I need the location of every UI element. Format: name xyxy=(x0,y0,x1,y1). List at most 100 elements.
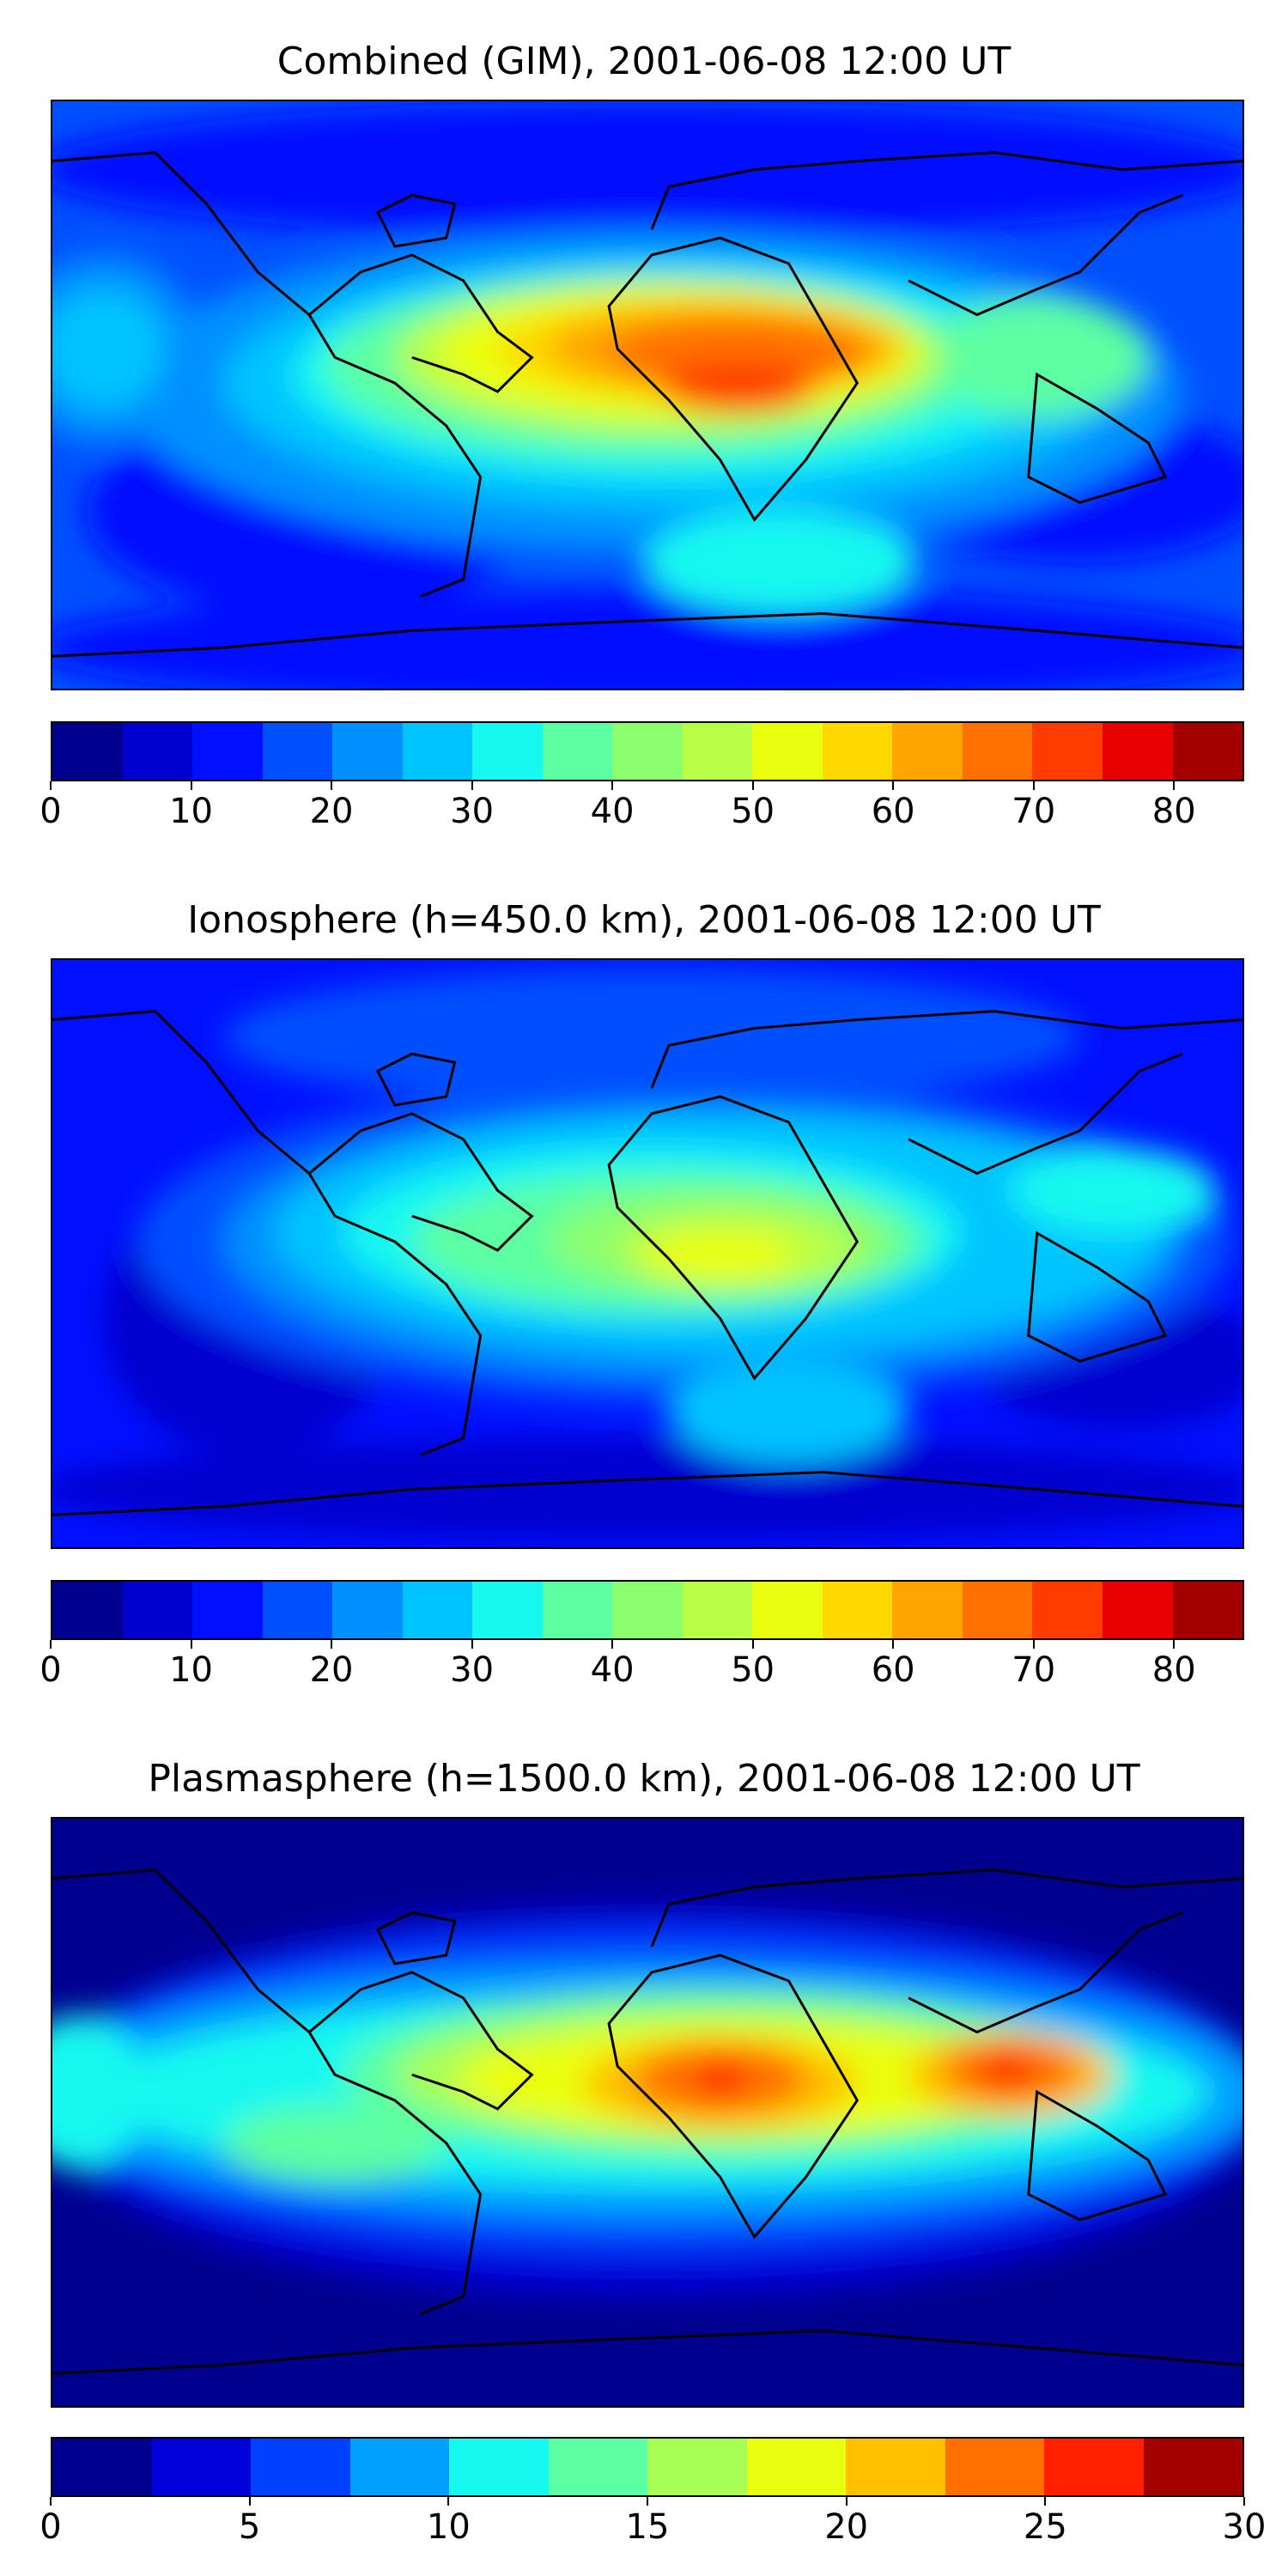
colorbar-tick-label: 15 xyxy=(625,2507,670,2547)
colorbar-segment xyxy=(822,1582,893,1638)
colorbar-tick-label: 20 xyxy=(824,2507,869,2547)
colorbar-tick-label: 0 xyxy=(39,2507,62,2547)
panel-2-map xyxy=(51,958,1244,1549)
panel-3-title: Plasmasphere (h=1500.0 km), 2001-06-08 1… xyxy=(148,1757,1140,1801)
colorbar-segment xyxy=(612,1582,683,1638)
colorbar-tick xyxy=(611,781,614,790)
coastlines xyxy=(52,1868,1242,2375)
coastlines xyxy=(52,151,1242,658)
colorbar-tick-label: 5 xyxy=(238,2507,261,2547)
colorbar-tick xyxy=(248,2497,251,2506)
colorbar-segment xyxy=(752,723,823,780)
colorbar-tick xyxy=(190,1640,192,1649)
colorbar-segment xyxy=(542,1582,613,1638)
colorbar-tick xyxy=(751,1640,754,1649)
colorbar-segment xyxy=(892,723,963,780)
colorbar-tick-label: 10 xyxy=(169,1650,213,1690)
colorbar-tick xyxy=(1044,2497,1047,2506)
colorbar-segment xyxy=(122,723,193,780)
colorbar-segment xyxy=(647,2439,747,2495)
colorbar-tick-label: 20 xyxy=(309,792,354,831)
colorbar-segment xyxy=(1172,1582,1243,1638)
colorbar-tick xyxy=(751,781,754,790)
colorbar-segment xyxy=(52,2439,152,2495)
colorbar-segment xyxy=(52,1582,123,1638)
colorbar-tick xyxy=(611,1640,614,1649)
panel-1-colorbar xyxy=(51,721,1244,781)
panel-1-map xyxy=(51,100,1244,690)
coastlines xyxy=(52,1010,1242,1516)
colorbar-tick xyxy=(1032,1640,1035,1649)
colorbar-segment xyxy=(542,723,613,780)
panel-2-title: Ionosphere (h=450.0 km), 2001-06-08 12:0… xyxy=(187,898,1101,942)
panel-2-colorbar-ticks: 0 10 20 30 40 50 60 70 80 xyxy=(39,1640,1244,1692)
colorbar-segment xyxy=(1172,723,1243,780)
colorbar-tick xyxy=(845,2497,848,2506)
colorbar-segment xyxy=(402,723,473,780)
colorbar-tick-label: 50 xyxy=(731,792,775,831)
colorbar-tick xyxy=(471,781,473,790)
colorbar-tick-label: 30 xyxy=(1222,2507,1267,2547)
colorbar-segment xyxy=(1032,723,1103,780)
colorbar-tick-label: 30 xyxy=(450,792,495,831)
colorbar-segment xyxy=(449,2439,549,2495)
colorbar-segment xyxy=(945,2439,1044,2495)
colorbar-tick-label: 0 xyxy=(39,1650,62,1690)
panel-2-colorbar xyxy=(51,1580,1244,1640)
colorbar-segment xyxy=(612,723,683,780)
colorbar-tick xyxy=(892,781,895,790)
colorbar-segment xyxy=(548,2439,647,2495)
panel-3-colorbar xyxy=(51,2437,1244,2497)
colorbar-tick xyxy=(190,781,192,790)
colorbar-tick-label: 60 xyxy=(871,1650,915,1690)
colorbar-segment xyxy=(192,723,263,780)
colorbar-segment xyxy=(1143,2439,1242,2495)
panel-3-map xyxy=(51,1817,1244,2408)
colorbar-tick-label: 10 xyxy=(426,2507,471,2547)
colorbar-segment xyxy=(122,1582,193,1638)
colorbar-tick-label: 60 xyxy=(871,792,915,831)
colorbar-segment xyxy=(746,2439,846,2495)
colorbar-segment xyxy=(349,2439,449,2495)
colorbar-tick-label: 70 xyxy=(1012,792,1056,831)
colorbar-segment xyxy=(472,723,543,780)
colorbar-tick-label: 30 xyxy=(450,1650,495,1690)
colorbar-tick xyxy=(1173,781,1176,790)
colorbar-segment xyxy=(332,1582,403,1638)
colorbar-tick xyxy=(1243,2497,1245,2506)
colorbar-tick-label: 40 xyxy=(590,792,635,831)
panel-3-colorbar-ticks: 0 5 10 15 20 25 30 xyxy=(39,2497,1266,2549)
colorbar-segment xyxy=(846,2439,945,2495)
colorbar-tick xyxy=(50,1640,52,1649)
colorbar-tick-label: 50 xyxy=(731,1650,775,1690)
colorbar-segment xyxy=(192,1582,263,1638)
colorbar-segment xyxy=(262,1582,333,1638)
colorbar-tick xyxy=(50,781,52,790)
colorbar-tick xyxy=(331,781,333,790)
colorbar-segment xyxy=(1032,1582,1103,1638)
colorbar-tick-label: 20 xyxy=(309,1650,354,1690)
colorbar-segment xyxy=(962,723,1033,780)
colorbar-segment xyxy=(262,723,333,780)
colorbar-segment xyxy=(682,1582,753,1638)
colorbar-segment xyxy=(1102,1582,1173,1638)
colorbar-tick-label: 10 xyxy=(169,792,213,831)
colorbar-segment xyxy=(892,1582,963,1638)
colorbar-segment xyxy=(52,723,123,780)
colorbar-tick-label: 70 xyxy=(1012,1650,1056,1690)
colorbar-segment xyxy=(1044,2439,1144,2495)
colorbar-tick-label: 0 xyxy=(39,792,62,831)
colorbar-tick xyxy=(647,2497,648,2506)
colorbar-tick xyxy=(447,2497,450,2506)
colorbar-segment xyxy=(682,723,753,780)
colorbar-tick-label: 80 xyxy=(1151,1650,1196,1690)
colorbar-tick xyxy=(471,1640,473,1649)
colorbar-segment xyxy=(752,1582,823,1638)
colorbar-tick xyxy=(1173,1640,1176,1649)
colorbar-segment xyxy=(402,1582,473,1638)
colorbar-segment xyxy=(822,723,893,780)
colorbar-segment xyxy=(472,1582,543,1638)
colorbar-segment xyxy=(332,723,403,780)
colorbar-segment xyxy=(1102,723,1173,780)
colorbar-tick-label: 40 xyxy=(590,1650,635,1690)
